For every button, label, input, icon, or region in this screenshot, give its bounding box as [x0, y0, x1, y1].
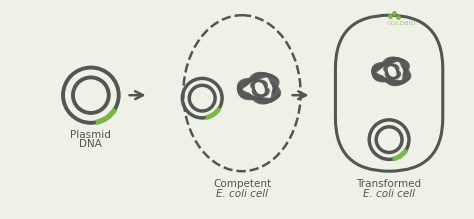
Text: DNA: DNA [80, 139, 102, 149]
Text: Competent: Competent [213, 179, 271, 189]
Text: E. coli cell: E. coli cell [216, 189, 268, 199]
Text: Transformed: Transformed [356, 179, 422, 189]
Text: E. coli cell: E. coli cell [363, 189, 415, 199]
Text: Plasmid: Plasmid [71, 130, 111, 140]
Text: GOLDBIO: GOLDBIO [386, 21, 416, 26]
